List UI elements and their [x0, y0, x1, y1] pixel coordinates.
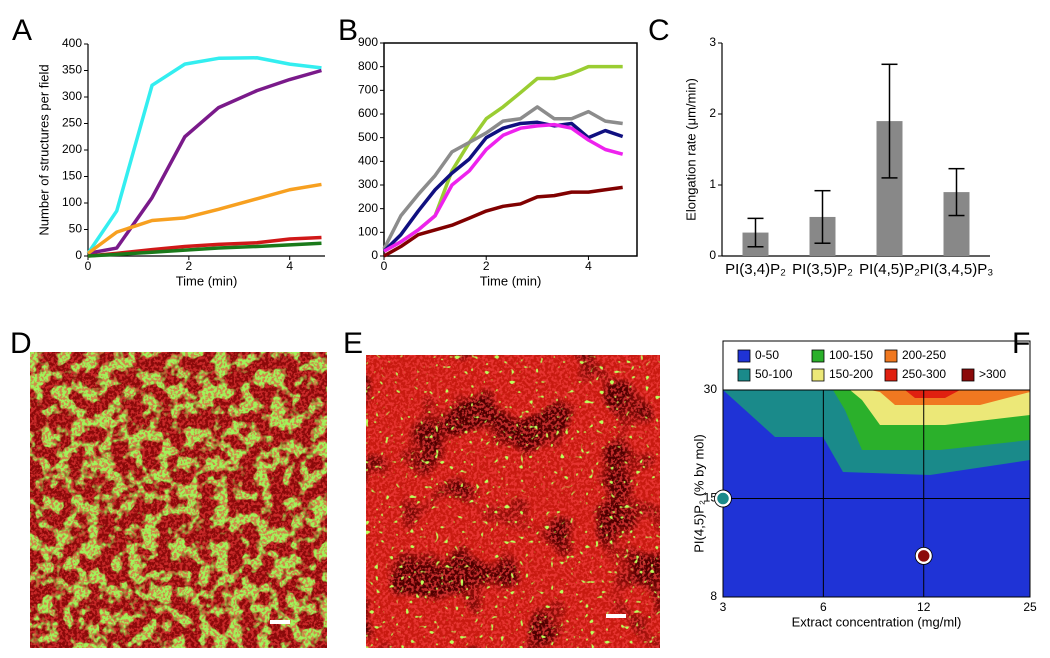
y-tick-label: 250	[62, 116, 82, 130]
series-line	[382, 105, 623, 250]
y-axis-label: Elongation rate (μm/min)	[683, 78, 698, 221]
legend-label: 0-50	[755, 348, 779, 362]
x-tick-label: 2	[483, 259, 490, 273]
legend-swatch	[811, 349, 825, 363]
y-axis-label: PI(4,5)P₂ (% by mol)	[691, 434, 706, 552]
legend-label: 250-300	[902, 367, 946, 381]
legend-swatch	[961, 368, 975, 382]
y-tick-label: 0	[75, 248, 82, 262]
y-tick-label: 500	[358, 130, 378, 144]
x-tick-label: 4	[286, 259, 293, 273]
x-tick-label: 25	[1023, 600, 1037, 614]
y-tick-label: 1	[709, 177, 716, 191]
legend-label: 200-250	[902, 348, 946, 362]
contour-fills	[722, 340, 1031, 598]
legend-swatch	[737, 349, 751, 363]
legend-swatch	[884, 349, 898, 363]
y-tick-label: 30	[704, 382, 718, 396]
data-point	[714, 490, 732, 507]
series-line	[383, 64, 623, 253]
series-line	[382, 120, 624, 253]
y-tick-label: 2	[709, 106, 716, 120]
x-axis-label: Time (min)	[480, 273, 542, 288]
y-tick-label: 900	[358, 35, 378, 49]
x-tick-label: 6	[820, 600, 827, 614]
y-tick-label: 300	[358, 177, 378, 191]
x-tick-label: 0	[381, 259, 388, 273]
x-axis-label: Extract concentration (mg/ml)	[792, 614, 962, 629]
y-tick-label: 300	[62, 89, 82, 103]
panel-letter: B	[338, 14, 358, 47]
x-tick-label: 0	[85, 259, 92, 273]
y-tick-label: 200	[358, 201, 378, 215]
y-tick-label: 100	[358, 225, 378, 239]
legend-label: 150-200	[829, 367, 873, 381]
y-tick-label: 3	[709, 35, 716, 49]
series-line	[383, 185, 623, 258]
series-line	[87, 68, 322, 256]
legend-swatch	[884, 368, 898, 382]
x-tick-label: PI(4,5)P₂	[859, 261, 920, 278]
y-tick-label: 15	[704, 491, 718, 505]
y-tick-label: 8	[710, 589, 717, 603]
y-tick-label: 350	[62, 63, 82, 77]
panel-letter: D	[10, 327, 32, 360]
panel-letter: F	[1012, 327, 1030, 360]
y-tick-label: 100	[62, 195, 82, 209]
image-e	[366, 355, 660, 648]
data-point-ring	[714, 489, 732, 508]
x-tick-label: PI(3,4,5)P₃	[920, 261, 994, 278]
x-axis-label: Time (min)	[176, 273, 238, 288]
image-d	[30, 352, 327, 648]
legend-label: 50-100	[755, 367, 793, 381]
series-line	[86, 56, 322, 255]
y-tick-label: 600	[358, 106, 378, 120]
y-tick-label: 0	[371, 248, 378, 262]
series-line	[383, 122, 624, 253]
y-tick-label: 0	[709, 248, 716, 262]
x-tick-label: PI(3,4)P₂	[725, 261, 786, 278]
y-tick-label: 50	[69, 222, 83, 236]
legend-swatch	[737, 368, 751, 382]
y-axis-label: Number of structures per field	[36, 64, 51, 235]
y-tick-label: 400	[62, 36, 82, 50]
series-line	[86, 182, 322, 255]
data-point	[915, 547, 932, 565]
y-tick-label: 200	[62, 142, 82, 156]
y-tick-label: 150	[62, 169, 82, 183]
y-tick-label: 700	[358, 83, 378, 97]
data-point-ring	[914, 547, 933, 565]
x-tick-label: 2	[186, 259, 193, 273]
panel-letter: E	[343, 327, 363, 360]
x-tick-label: 12	[917, 600, 931, 614]
panel-letter: A	[12, 14, 32, 47]
x-tick-label: 3	[720, 600, 727, 614]
series-line	[87, 241, 322, 258]
x-tick-label: 4	[585, 259, 592, 273]
legend-swatch	[811, 368, 825, 382]
y-tick-label: 400	[358, 154, 378, 168]
y-tick-label: 800	[358, 59, 378, 73]
panel-letter: C	[648, 14, 670, 47]
legend-label: 100-150	[829, 348, 873, 362]
legend-label: >300	[979, 367, 1006, 381]
x-tick-label: PI(3,5)P₂	[792, 261, 853, 278]
plot-frame	[383, 42, 638, 257]
